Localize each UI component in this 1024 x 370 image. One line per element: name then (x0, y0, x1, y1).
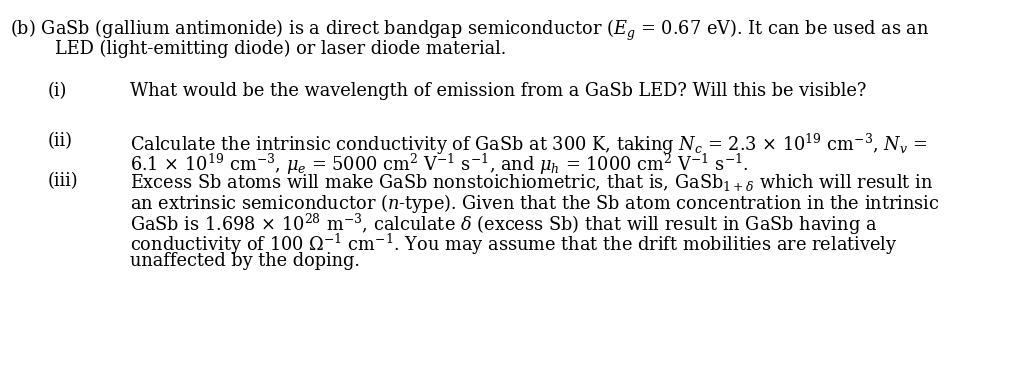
Text: (ii): (ii) (48, 132, 73, 150)
Text: What would be the wavelength of emission from a GaSb LED? Will this be visible?: What would be the wavelength of emission… (130, 82, 866, 100)
Text: Calculate the intrinsic conductivity of GaSb at 300 K, taking $N_c$ = 2.3 × 10$^: Calculate the intrinsic conductivity of … (130, 132, 928, 157)
Text: Excess Sb atoms will make GaSb nonstoichiometric, that is, GaSb$_{1+\delta}$ whi: Excess Sb atoms will make GaSb nonstoich… (130, 172, 933, 193)
Text: (iii): (iii) (48, 172, 79, 190)
Text: (i): (i) (48, 82, 68, 100)
Text: GaSb is 1.698 × 10$^{28}$ m$^{-3}$, calculate $\delta$ (excess Sb) that will res: GaSb is 1.698 × 10$^{28}$ m$^{-3}$, calc… (130, 212, 878, 237)
Text: conductivity of 100 Ω$^{-1}$ cm$^{-1}$. You may assume that the drift mobilities: conductivity of 100 Ω$^{-1}$ cm$^{-1}$. … (130, 232, 898, 257)
Text: an extrinsic semiconductor ($n$-type). Given that the Sb atom concentration in t: an extrinsic semiconductor ($n$-type). G… (130, 192, 940, 215)
Text: unaffected by the doping.: unaffected by the doping. (130, 252, 359, 270)
Text: 6.1 × 10$^{19}$ cm$^{-3}$, $\mu_e$ = 5000 cm$^2$ V$^{-1}$ s$^{-1}$, and $\mu_h$ : 6.1 × 10$^{19}$ cm$^{-3}$, $\mu_e$ = 500… (130, 152, 749, 177)
Text: (b) GaSb (gallium antimonide) is a direct bandgap semiconductor ($E_g$ = 0.67 eV: (b) GaSb (gallium antimonide) is a direc… (10, 18, 930, 43)
Text: LED (light-emitting diode) or laser diode material.: LED (light-emitting diode) or laser diod… (55, 40, 506, 58)
